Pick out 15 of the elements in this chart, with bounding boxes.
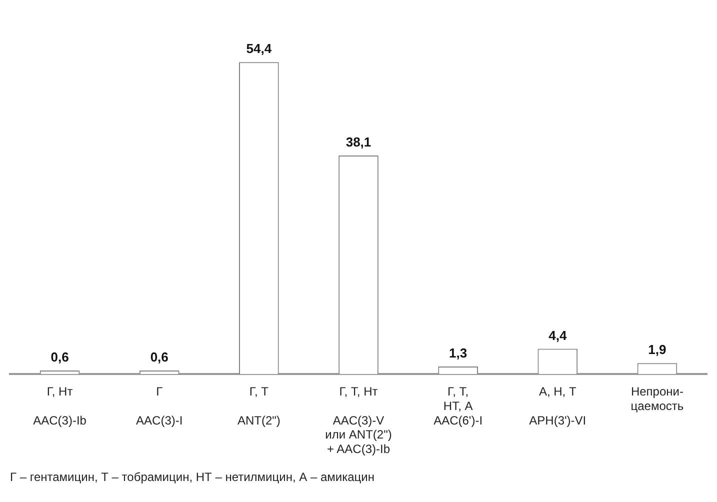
x-tick-label: Непрони- цаемость — [630, 384, 684, 413]
data-label: 1,9 — [648, 342, 666, 358]
x-tick-label: Г, Т, НТ, А AAC(6')-I — [434, 384, 483, 428]
category-label: А, Н, Т APH(3')-VI — [529, 384, 586, 428]
category-label: Г, Т ANT(2") — [237, 384, 280, 428]
category-label: Г, Т, Нт AAC(3)-V или ANT(2") + AAC(3)-Ib — [325, 384, 392, 456]
data-label: 0,6 — [150, 350, 168, 365]
text: Г – гентамицин, Т – тобрамицин, НТ – нетилмицин, А – амикацин — [10, 470, 374, 484]
data-label: 1,3 — [449, 346, 468, 361]
data-label: 4,4 — [548, 328, 568, 343]
data-label: 0,6 — [50, 350, 69, 365]
data-label: 54,4 — [246, 41, 272, 56]
category-label: Г, Нт AAC(3)-Ib — [33, 384, 86, 428]
category-label: Г AAC(3)-I — [136, 384, 183, 428]
data-label: 38,1 — [346, 134, 372, 150]
